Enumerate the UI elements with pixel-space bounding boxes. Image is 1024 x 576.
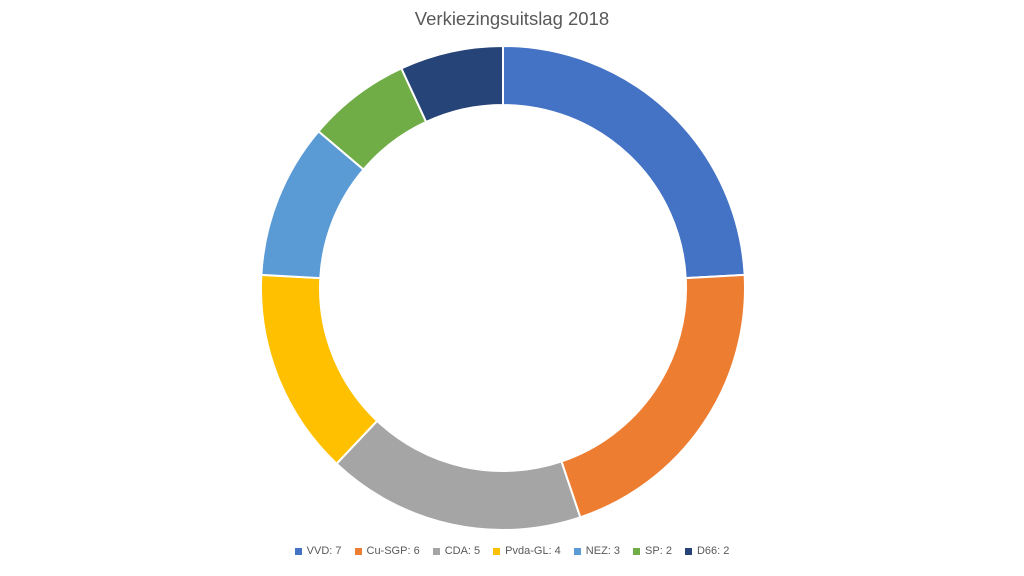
- legend-label: VVD: 7: [306, 545, 342, 557]
- slice-cda: [335, 419, 582, 531]
- legend: VVD: 7 Cu-SGP: 6 CDA: 5 Pvda-GL: 4 NEZ: 3 SP:…: [0, 545, 1024, 557]
- legend-item-pvda-gl: Pvda-GL: 4: [493, 545, 561, 557]
- legend-item-cu-sgp: Cu-SGP: 6: [354, 545, 420, 557]
- legend-item-vvd: VVD: 7: [294, 545, 342, 557]
- legend-item-cda: CDA: 5: [432, 545, 481, 557]
- legend-swatch: [432, 547, 440, 555]
- legend-swatch: [573, 547, 581, 555]
- legend-label: NEZ: 3: [585, 545, 621, 557]
- legend-item-d66: D66: 2: [684, 545, 730, 557]
- legend-label: Pvda-GL: 4: [505, 545, 561, 557]
- legend-label: CDA: 5: [444, 545, 481, 557]
- legend-label: Cu-SGP: 6: [366, 545, 420, 557]
- chart-title: Verkiezingsuitslag 2018: [414, 8, 610, 29]
- legend-swatch: [354, 547, 362, 555]
- legend-item-nez: NEZ: 3: [573, 545, 621, 557]
- legend-swatch: [493, 547, 501, 555]
- legend-swatch: [294, 547, 302, 555]
- legend-label: D66: 2: [696, 545, 730, 557]
- slice-d66: [400, 44, 504, 124]
- legend-item-sp: SP: 2: [633, 545, 672, 557]
- slice-pvda-gl: [260, 273, 379, 466]
- legend-label: SP: 2: [645, 545, 672, 557]
- legend-swatch: [684, 547, 692, 555]
- slice-cu-sgp: [560, 273, 746, 519]
- legend-swatch: [633, 547, 641, 555]
- slice-vvd: [502, 44, 746, 280]
